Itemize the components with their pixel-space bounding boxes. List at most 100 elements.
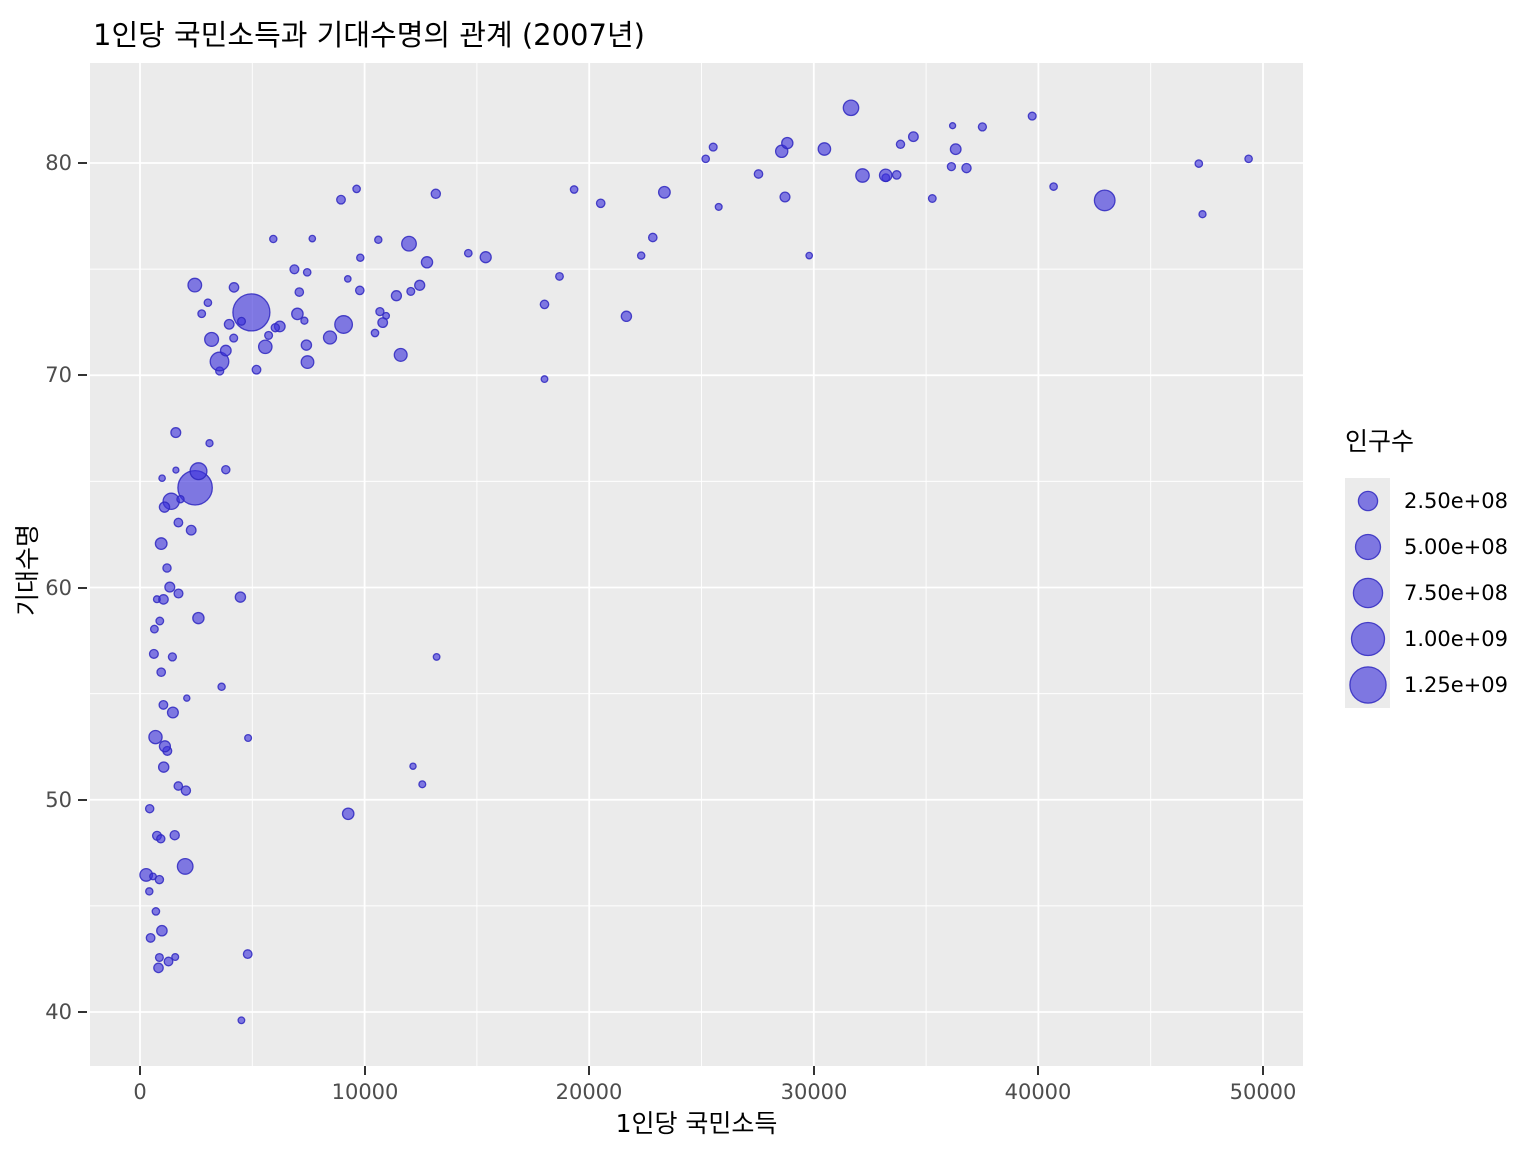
data-point (223, 318, 235, 330)
data-point (977, 122, 988, 132)
x-tick-label: 50000 (1229, 1080, 1297, 1104)
size-legend: 인구수 2.50e+08 5.00e+08 7.50e+08 1.00e+09 1.25… (1345, 422, 1535, 708)
data-point (153, 962, 164, 974)
data-point (1093, 189, 1116, 212)
data-point (157, 761, 170, 773)
data-point (163, 956, 174, 967)
data-point (356, 253, 365, 262)
data-point (237, 1016, 246, 1025)
data-point (620, 310, 633, 323)
data-point (158, 594, 169, 605)
legend-row: 1.25e+09 (1345, 662, 1535, 708)
data-point (294, 287, 305, 297)
data-point (176, 494, 185, 504)
legend-size-circle-canvas (1352, 577, 1383, 609)
data-point (187, 277, 203, 293)
y-tick-label: 80 (45, 151, 72, 175)
data-point (171, 952, 180, 962)
data-point (891, 170, 902, 180)
data-point (151, 907, 161, 916)
data-point (401, 235, 417, 252)
data-point (219, 344, 232, 357)
data-point (708, 142, 718, 152)
data-point (409, 762, 417, 770)
legend-size-label: 7.50e+08 (1404, 581, 1508, 605)
data-point (251, 364, 262, 375)
legend-row: 7.50e+08 (1345, 570, 1535, 616)
legend-key (1345, 524, 1390, 570)
legend-key (1345, 616, 1390, 662)
data-point (158, 501, 171, 513)
legend-size-label: 1.00e+09 (1404, 627, 1508, 651)
data-point (158, 474, 166, 483)
data-point (334, 315, 354, 334)
data-point (300, 339, 313, 351)
data-point (377, 317, 389, 329)
y-tick-label: 70 (45, 363, 72, 387)
data-point (145, 887, 154, 896)
data-point (322, 330, 338, 345)
data-point (540, 375, 549, 384)
data-point (270, 322, 281, 333)
data-point (197, 309, 207, 319)
data-point (352, 184, 361, 194)
legend-key (1345, 570, 1390, 616)
legend-row: 1.00e+09 (1345, 616, 1535, 662)
data-point (164, 581, 176, 593)
x-tick-mark (1262, 1066, 1264, 1075)
data-point (878, 168, 893, 183)
legend-size-circle-canvas (1354, 533, 1381, 561)
data-point (753, 169, 764, 179)
chart-title: 1인당 국민소득과 기대수명의 관계 (2007년) (93, 18, 645, 52)
x-tick-mark (1037, 1066, 1039, 1075)
legend-key (1345, 662, 1390, 708)
data-point (539, 299, 550, 310)
data-point (657, 185, 671, 199)
legend-size-circle-canvas (1348, 666, 1387, 704)
data-point (341, 807, 355, 821)
data-point (217, 682, 226, 692)
x-tick-mark (813, 1066, 815, 1075)
data-point (855, 168, 870, 183)
data-point (569, 185, 579, 194)
data-point (203, 298, 213, 308)
data-point (209, 351, 230, 372)
data-point (291, 307, 304, 321)
legend-size-label: 1.25e+09 (1404, 673, 1508, 697)
data-point (842, 99, 860, 117)
data-point (390, 290, 403, 302)
data-point (229, 333, 239, 343)
x-axis-title: 1인당 국민소득 (615, 1109, 778, 1138)
data-point (1049, 182, 1058, 191)
data-point (172, 466, 180, 474)
data-point (418, 780, 427, 789)
data-point (701, 154, 711, 164)
data-point (555, 271, 564, 281)
data-point (228, 282, 240, 293)
data-point (647, 232, 658, 243)
data-point (817, 142, 832, 156)
data-point (244, 733, 253, 743)
data-point (158, 699, 169, 710)
legend-size-circle (1348, 666, 1387, 704)
plot-panel (90, 63, 1303, 1066)
legend-key (1345, 478, 1390, 524)
data-point (269, 234, 278, 244)
data-point (406, 286, 416, 296)
data-point (948, 122, 957, 130)
x-tick-mark (364, 1066, 366, 1075)
data-point (805, 251, 814, 260)
x-tick-mark (139, 1066, 141, 1075)
y-axis-title: 기대수명 (13, 524, 42, 617)
data-point (393, 347, 408, 362)
legend-title: 인구수 (1345, 427, 1415, 456)
x-tick-mark (588, 1066, 590, 1075)
data-point (949, 143, 962, 156)
data-point (145, 932, 156, 943)
data-point (192, 611, 205, 625)
data-point (636, 251, 646, 260)
data-point (289, 264, 300, 275)
data-point (354, 285, 365, 296)
data-point (300, 316, 309, 325)
data-point (204, 331, 220, 347)
